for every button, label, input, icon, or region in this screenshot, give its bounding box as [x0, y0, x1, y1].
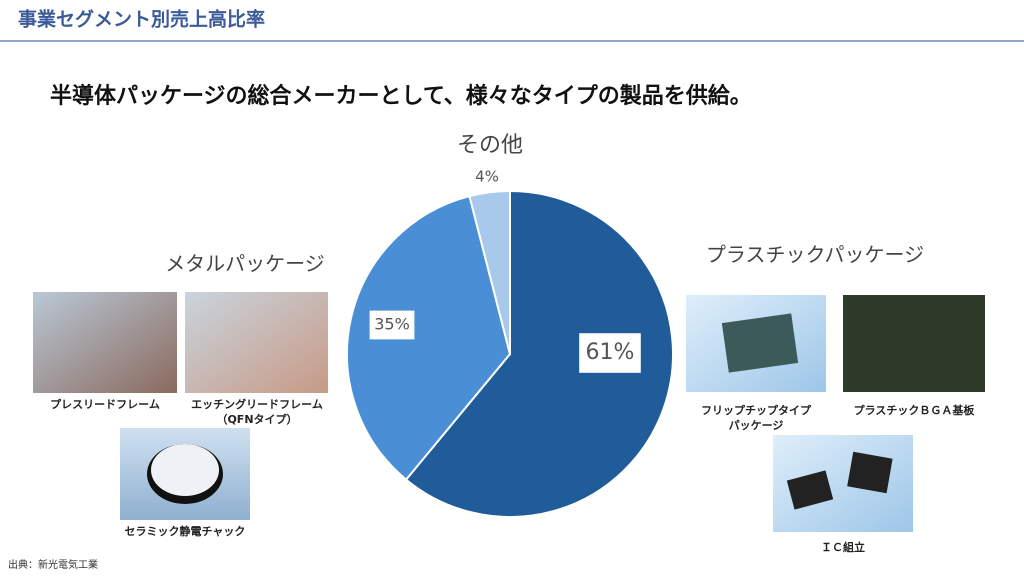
pie-slice	[404, 189, 674, 518]
photo-caption: プレスリードフレーム	[50, 397, 160, 411]
value-label-box	[369, 310, 415, 340]
photo-caption: セラミック静電チャック	[125, 524, 246, 538]
pie-slice	[468, 189, 511, 355]
photo-caption: ＩＣ組立	[821, 540, 865, 554]
chart-title: 半導体パッケージの総合メーカーとして、様々なタイプの製品を供給。	[50, 83, 752, 109]
photo-caption: （QFNタイプ）	[216, 412, 297, 426]
photo-detail	[786, 470, 834, 510]
value-label: 4%	[475, 168, 499, 186]
value-label: 35%	[374, 315, 410, 334]
photo-caption: プラスチックＢＧＡ基板	[854, 403, 976, 417]
photo-detail	[847, 451, 893, 494]
pie-slice	[346, 194, 512, 482]
value-label: 61%	[586, 340, 635, 365]
category-label: メタルパッケージ	[165, 252, 325, 276]
photo	[185, 292, 328, 393]
source: 出典：新光電気工業	[8, 558, 98, 571]
category-label: その他	[457, 133, 523, 158]
photo	[843, 295, 985, 392]
photo	[33, 292, 177, 393]
photo-caption: パッケージ	[729, 419, 784, 432]
photo-detail	[151, 444, 219, 496]
header-title: 事業セグメント別売上高比率	[18, 8, 265, 31]
photo-detail	[721, 313, 799, 373]
photo-caption: フリップチップタイプ	[701, 403, 812, 417]
photo-caption: エッチングリードフレーム	[191, 397, 323, 411]
category-label: プラスチックパッケージ	[706, 243, 924, 267]
value-label-box	[579, 333, 641, 373]
photos	[33, 292, 985, 532]
